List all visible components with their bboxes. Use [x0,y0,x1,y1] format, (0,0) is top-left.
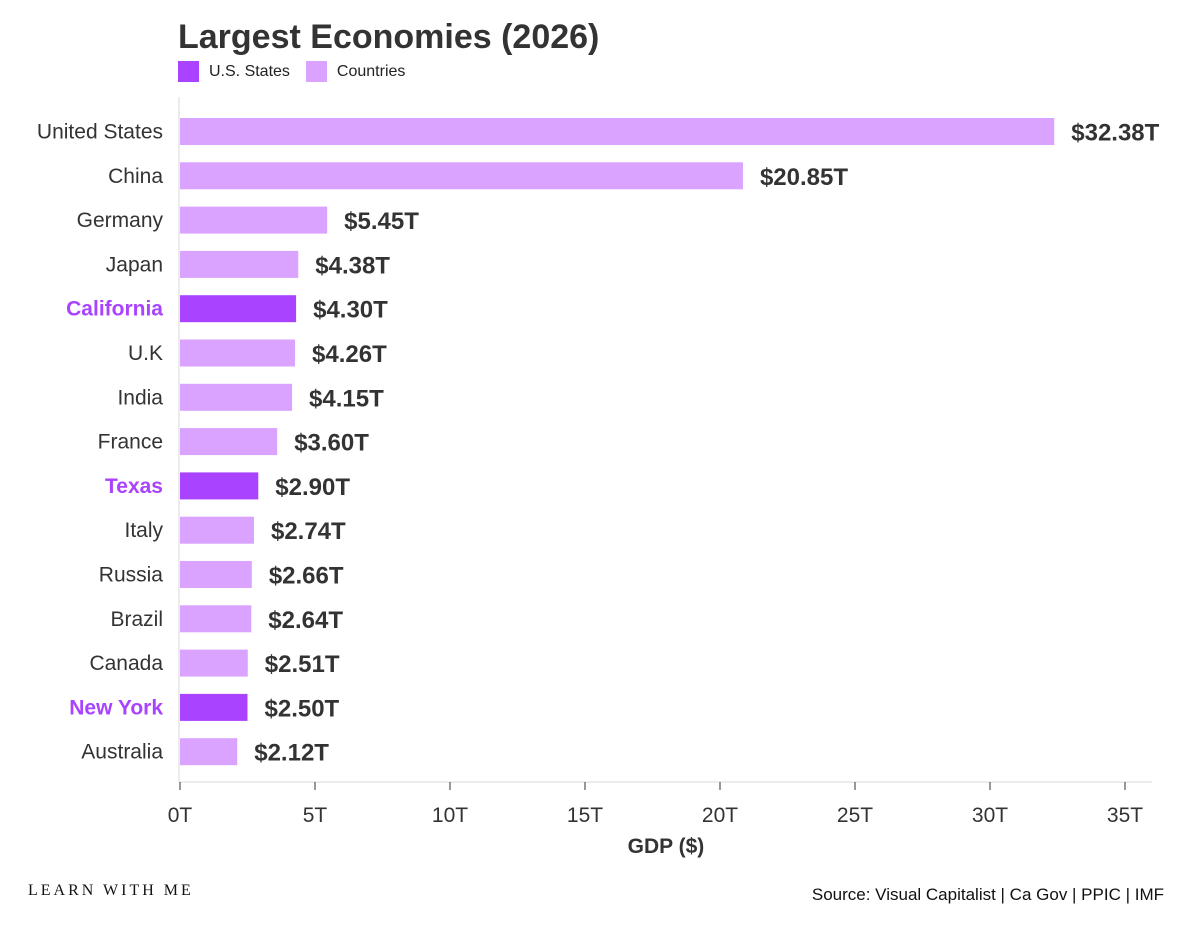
category-label: India [117,386,163,409]
x-tick-label: 25T [837,804,873,827]
category-label: California [66,298,163,321]
value-label: $4.15T [309,385,384,412]
bar [180,693,248,721]
bar [180,162,743,190]
legend-swatch-countries [305,61,327,82]
category-label: U.K [128,342,163,365]
category-label: Brazil [110,608,163,631]
category-label: Germany [77,209,164,232]
category-label: China [108,165,163,188]
legend-item-countries: Countries [305,61,406,82]
bar [180,118,1055,145]
bar [180,339,296,367]
bar-chart: 0T 5T 10T 15T 20T 25T 30T 35T GDP ($) United Stat… [37,97,1160,858]
value-label: $4.30T [313,297,388,324]
value-label: $2.50T [265,695,340,722]
legend-swatch-states [178,61,199,82]
value-label: $4.26T [312,341,387,368]
value-label: $5.45T [344,208,419,235]
bar [180,605,252,633]
category-label: Italy [124,519,163,542]
category-label: France [98,431,163,454]
chart-title: Largest Economies (2026) [178,18,600,56]
bar [180,738,238,766]
bar [180,561,252,588]
x-tick-label: 30T [972,804,1008,827]
x-tick-label: 5T [303,804,328,827]
value-label: $3.60T [294,430,369,457]
category-label: United States [37,121,163,144]
bar [180,383,293,411]
value-label: $2.66T [269,563,344,590]
bar [180,250,299,278]
value-label: $2.74T [271,518,346,545]
value-label: $32.38T [1071,120,1159,147]
bar [180,206,328,234]
source-note: Source: Visual Capitalist | Ca Gov | PPI… [811,885,1164,904]
x-tick-label: 15T [567,804,603,827]
brand-logo: LEARN WITH ME [28,882,194,899]
category-label: Japan [106,253,163,276]
value-label: $20.85T [760,164,848,191]
legend-item-states: U.S. States [178,61,290,82]
legend-label-states: U.S. States [209,62,290,80]
category-label: Russia [99,564,164,587]
bar [180,295,297,323]
bar [180,516,254,544]
legend-label-countries: Countries [336,62,406,80]
bar [180,649,248,677]
x-tick-label: 35T [1107,804,1143,827]
bar [180,428,278,456]
category-label: New York [69,696,163,719]
value-label: $2.90T [275,474,350,501]
x-tick-label: 10T [432,804,468,827]
category-label: Australia [81,741,163,764]
bar [180,472,259,500]
value-label: $2.12T [254,740,329,767]
value-label: $2.51T [265,651,340,678]
value-label: $2.64T [268,607,343,634]
x-tick-label: 20T [702,804,738,827]
x-axis-title: GDP ($) [628,835,705,858]
category-label: Texas [105,475,163,498]
category-label: Canada [89,652,163,675]
x-tick-label: 0T [168,804,193,827]
value-label: $4.38T [315,252,390,279]
legend: U.S. States Countries [178,61,421,82]
